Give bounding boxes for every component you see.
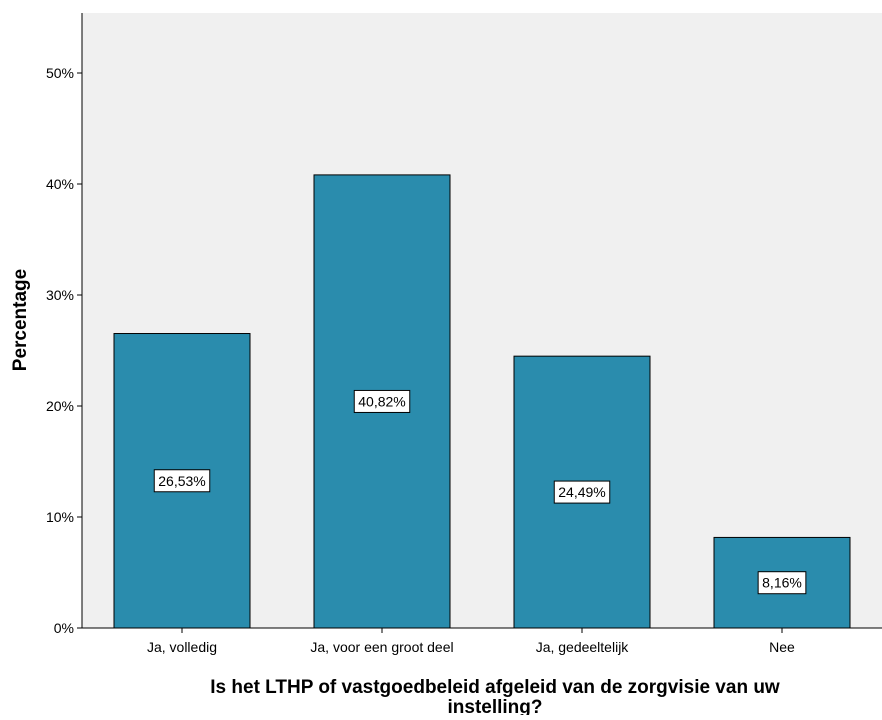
y-tick-label: 20% — [46, 398, 74, 414]
value-label: 8,16% — [762, 575, 802, 591]
x-axis-label-line-2: instelling? — [448, 697, 543, 715]
y-tick-label: 10% — [46, 509, 74, 525]
y-tick-label: 50% — [46, 65, 74, 81]
value-label-box — [353, 389, 411, 413]
y-tick-label: 30% — [46, 287, 74, 303]
value-label: 24,49% — [558, 484, 605, 500]
y-ticks-layer: 0% 10% 20% 30% 40% 50% — [46, 65, 82, 636]
value-label-box — [553, 480, 611, 504]
x-tick-label: Ja, gedeeltelijk — [536, 639, 630, 655]
value-label-box — [757, 571, 807, 595]
y-axis-label: Percentage — [10, 269, 31, 371]
y-tick-label: 40% — [46, 176, 74, 192]
y-tick-label: 0% — [54, 620, 74, 636]
value-label: 40,82% — [358, 393, 405, 409]
value-label: 26,53% — [158, 473, 205, 489]
x-tick-label: Ja, voor een groot deel — [310, 639, 453, 655]
x-tick-label: Nee — [769, 639, 795, 655]
x-axis-label-line-1: Is het LTHP of vastgoedbeleid afgeleid v… — [210, 677, 780, 698]
value-label-box — [153, 469, 211, 493]
value-labels-layer: 26,53% 40,82% 24,49% 8,16% — [153, 389, 807, 595]
x-tick-label: Ja, volledig — [147, 639, 217, 655]
x-ticks-layer: Ja, volledig Ja, voor een groot deel Ja, g… — [147, 628, 795, 655]
